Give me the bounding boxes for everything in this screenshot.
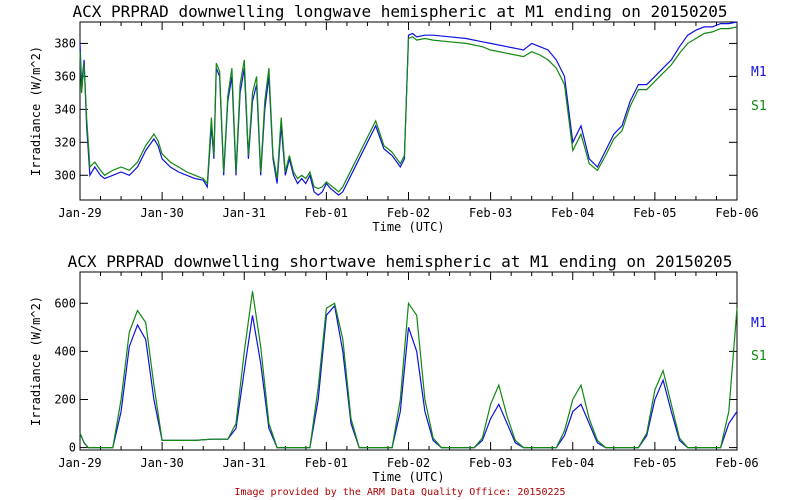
longwave-y-tick-label: 300	[54, 168, 76, 182]
shortwave-x-tick-label: Feb-03	[469, 456, 512, 470]
shortwave-x-tick-label: Feb-01	[305, 456, 348, 470]
shortwave-y-tick-label: 600	[54, 296, 76, 310]
shortwave-x-tick-label: Jan-31	[223, 456, 266, 470]
longwave-x-tick-label: Feb-03	[469, 206, 512, 220]
longwave-x-tick-label: Feb-04	[551, 206, 594, 220]
longwave-series-m1-line	[79, 21, 738, 196]
footer-credit: Image provided by the ARM Data Quality O…	[234, 487, 566, 498]
longwave-x-tick-label: Feb-01	[305, 206, 348, 220]
shortwave-x-tick-label: Feb-05	[633, 456, 676, 470]
longwave-y-tick-label: 320	[54, 135, 76, 149]
longwave-legend-m1: M1	[751, 65, 767, 80]
shortwave-series-s1-line	[79, 291, 738, 449]
longwave-chart-title: ACX PRPRAD downwelling longwave hemisphe…	[72, 2, 728, 21]
shortwave-series-m1-line	[79, 304, 738, 449]
shortwave-x-tick-label: Jan-30	[140, 456, 183, 470]
longwave-y-tick-label: 340	[54, 102, 76, 116]
longwave-y-axis-label: Irradiance (W/m^2)	[29, 46, 43, 176]
longwave-legend-s1: S1	[751, 99, 767, 114]
longwave-x-tick-label: Jan-29	[58, 206, 101, 220]
shortwave-legend-s1: S1	[751, 349, 767, 364]
shortwave-legend-m1: M1	[751, 316, 767, 331]
shortwave-chart-title: ACX PRPRAD downwelling shortwave hemisph…	[67, 252, 733, 271]
longwave-x-tick-label: Feb-06	[715, 206, 758, 220]
longwave-x-tick-label: Jan-31	[223, 206, 266, 220]
shortwave-y-axis-label: Irradiance (W/m^2)	[29, 296, 43, 426]
shortwave-x-tick-label: Jan-29	[58, 456, 101, 470]
longwave-x-tick-label: Jan-30	[140, 206, 183, 220]
longwave-y-tick-label: 360	[54, 69, 76, 83]
shortwave-x-tick-label: Feb-06	[715, 456, 758, 470]
shortwave-x-tick-label: Feb-04	[551, 456, 594, 470]
longwave-x-tick-label: Feb-02	[387, 206, 430, 220]
shortwave-x-axis-label: Time (UTC)	[372, 470, 444, 484]
longwave-x-tick-label: Feb-05	[633, 206, 676, 220]
shortwave-y-tick-label: 200	[54, 392, 76, 406]
shortwave-y-tick-label: 0	[69, 441, 76, 455]
shortwave-x-tick-label: Feb-02	[387, 456, 430, 470]
longwave-x-axis-label: Time (UTC)	[372, 220, 444, 234]
longwave-y-tick-label: 380	[54, 36, 76, 50]
longwave-series-s1-line	[79, 26, 738, 193]
shortwave-y-tick-label: 400	[54, 344, 76, 358]
shortwave-plot-frame	[79, 271, 738, 451]
